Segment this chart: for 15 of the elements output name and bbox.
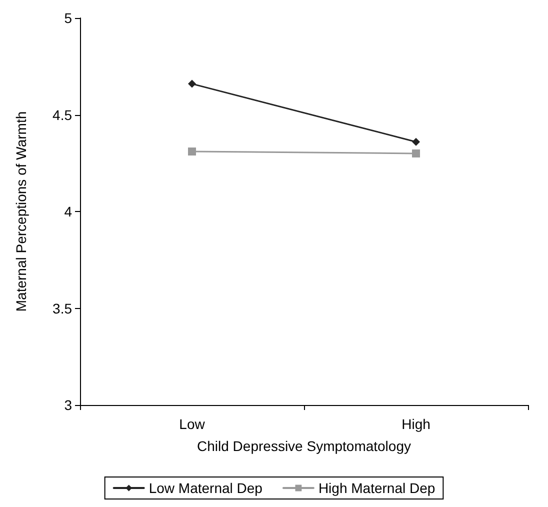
y-axis-title: Maternal Perceptions of Warmth <box>13 111 29 312</box>
x-tick-label: Low <box>179 416 206 432</box>
y-tick-label: 3 <box>64 397 72 413</box>
legend-label: Low Maternal Dep <box>148 480 263 496</box>
x-axis-title: Child Depressive Symptomatology <box>197 438 411 454</box>
point <box>412 138 420 146</box>
point <box>188 80 196 88</box>
x-tick-label: High <box>402 416 430 432</box>
y-tick-label: 4.5 <box>52 106 72 123</box>
point <box>188 148 196 156</box>
y-tick-label: 5 <box>64 10 72 26</box>
y-tick-label: 3.5 <box>52 300 72 316</box>
y-tick-label: 4 <box>64 204 72 220</box>
legend-label: High Maternal Dep <box>318 480 436 496</box>
point <box>412 149 420 158</box>
